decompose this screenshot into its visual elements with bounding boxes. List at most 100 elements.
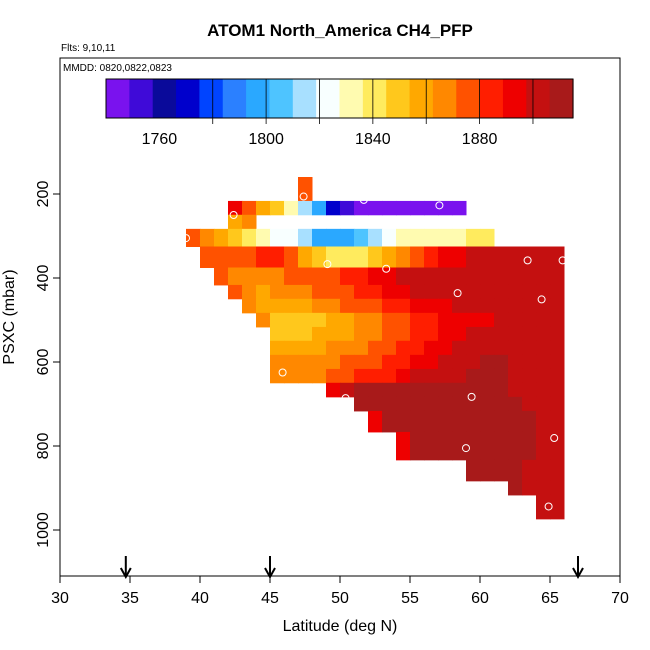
heatmap-cell: [424, 431, 439, 461]
heatmap-cell: [508, 396, 523, 412]
heatmap-cell: [396, 267, 411, 286]
heatmap-cell: [522, 368, 537, 384]
heatmap-cell: [256, 200, 271, 216]
heatmap-cell: [270, 246, 285, 268]
heatmap-cell: [508, 431, 523, 461]
heatmap-cell: [424, 354, 439, 370]
heatmap-cell: [340, 312, 355, 328]
heatmap-cell: [340, 298, 355, 314]
heatmap-cell: [284, 312, 299, 328]
y-tick-label: 200: [35, 181, 52, 208]
heatmap-cell: [200, 228, 215, 247]
colorbar-border: [105, 78, 574, 119]
heatmap-cell: [438, 410, 453, 433]
heatmap-cell: [270, 284, 285, 300]
heatmap-cell: [438, 284, 453, 300]
heatmap-cell: [382, 368, 397, 384]
sample-point: [523, 256, 532, 265]
x-axis: 30 35 40 45 50 55 60 65 70: [51, 576, 629, 607]
heatmap-cell: [424, 368, 439, 384]
heatmap-cell: [326, 382, 341, 398]
heatmap-cell: [298, 368, 313, 384]
heatmap-cell: [326, 246, 341, 268]
heatmap-cell: [550, 480, 565, 496]
heatmap-cell: [466, 298, 481, 314]
heatmap-cell: [508, 382, 523, 398]
heatmap-cell: [382, 312, 397, 328]
heatmap-cell: [424, 312, 439, 328]
heatmap-cell: [494, 298, 509, 314]
heatmap-cell: [186, 228, 201, 247]
heatmap-cell: [522, 410, 537, 433]
colorbar-swatch: [502, 79, 527, 118]
heatmap-cell: [508, 267, 523, 286]
sample-point: [453, 289, 462, 298]
heatmap-cell: [466, 459, 481, 482]
heatmap-cell: [410, 368, 425, 384]
heatmap-cell: [494, 368, 509, 384]
heatmap-cell: [298, 354, 313, 370]
heatmap-cell: [424, 382, 439, 398]
heatmap-cell: [200, 246, 215, 268]
heatmap-cell: [424, 246, 439, 268]
heatmap-cell: [382, 340, 397, 356]
heatmap-cell: [396, 410, 411, 433]
heatmap-cell: [410, 431, 425, 461]
sample-point: [182, 234, 190, 243]
sample-point: [382, 264, 391, 273]
heatmap-cell: [410, 396, 425, 412]
heatmap-cell: [340, 354, 355, 370]
heatmap-cell: [522, 396, 537, 412]
heatmap-cell: [298, 284, 313, 300]
heatmap-cell: [368, 382, 383, 398]
heatmap-cell: [410, 410, 425, 433]
heatmap-cell: [550, 284, 565, 300]
flight-latitude-arrows: [119, 556, 584, 580]
colorbar-swatch: [479, 79, 504, 118]
heatmap-cell: [354, 200, 369, 216]
heatmap-cell: [354, 340, 369, 356]
heatmap-cell: [466, 396, 481, 412]
heatmap-cell: [396, 368, 411, 384]
colorbar-swatch: [246, 79, 271, 118]
heatmap-cell: [382, 382, 397, 398]
heatmap-cell: [354, 284, 369, 300]
heatmap-cell: [382, 396, 397, 412]
heatmap-cell: [312, 326, 327, 342]
heatmap-cell: [550, 431, 565, 461]
heatmap-cell: [494, 410, 509, 433]
flight-arrow: [119, 556, 132, 580]
heatmap-cell: [438, 431, 453, 461]
heatmap-cell: [508, 368, 523, 384]
heatmap-cell: [550, 312, 565, 328]
heatmap-cell: [326, 368, 341, 384]
heatmap-cell: [480, 382, 495, 398]
heatmap-cell: [522, 480, 537, 496]
heatmap-cell: [480, 228, 495, 247]
heatmap-cell: [438, 298, 453, 314]
heatmap-cell: [312, 368, 327, 384]
x-tick-label: 40: [191, 590, 209, 607]
heatmap-cell: [508, 480, 523, 496]
heatmap-cell: [452, 326, 467, 342]
heatmap-cell: [354, 298, 369, 314]
heatmap-cell: [536, 354, 551, 370]
heatmap-cell: [228, 228, 243, 247]
heatmap-cell: [298, 326, 313, 342]
sample-point: [278, 368, 287, 377]
heatmap-cell: [396, 298, 411, 314]
heatmap-cell: [508, 354, 523, 370]
heatmap-cell: [326, 326, 341, 342]
heatmap-cell: [284, 298, 299, 314]
heatmap-cell: [298, 200, 313, 216]
heatmap-cell: [340, 340, 355, 356]
heatmap-cell: [284, 340, 299, 356]
heatmap-cell: [508, 410, 523, 433]
heatmap-cell: [382, 410, 397, 433]
heatmap-cell: [256, 246, 271, 268]
heatmap-cell: [452, 410, 467, 433]
y-tick-label: 400: [35, 265, 52, 292]
colorbar-swatch: [152, 79, 177, 118]
heatmap-cell: [494, 396, 509, 412]
